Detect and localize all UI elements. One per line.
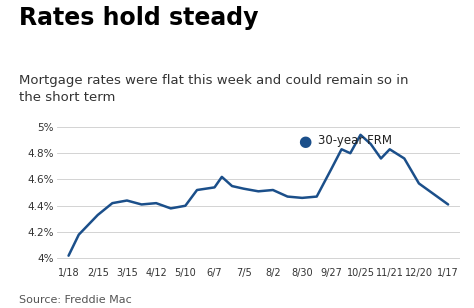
Text: Source: Freddie Mac: Source: Freddie Mac <box>19 295 132 305</box>
Text: Mortgage rates were flat this week and could remain so in
the short term: Mortgage rates were flat this week and c… <box>19 74 409 104</box>
Text: Rates hold steady: Rates hold steady <box>19 6 258 30</box>
Text: 30-year FRM: 30-year FRM <box>318 134 392 147</box>
Text: ●: ● <box>299 134 312 149</box>
